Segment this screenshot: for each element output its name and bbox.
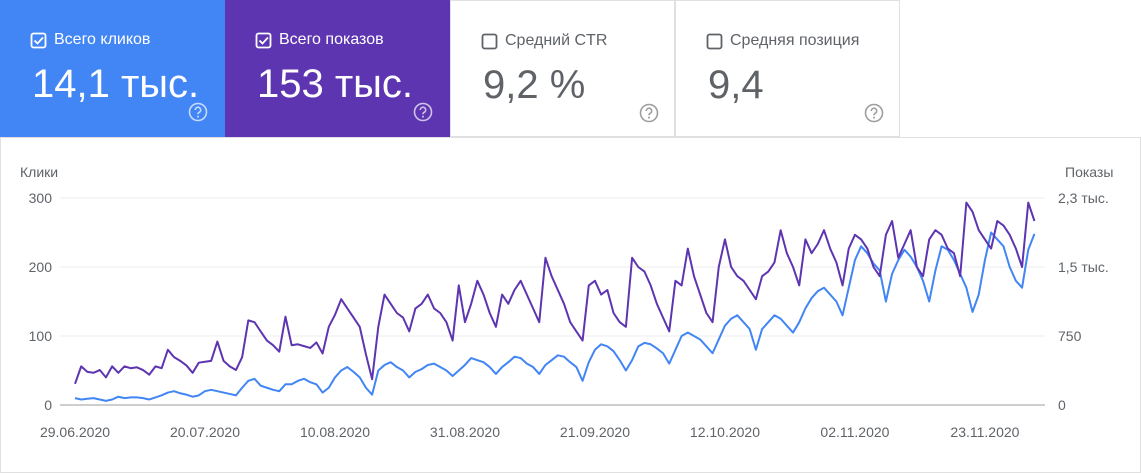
checkbox[interactable]: [30, 32, 48, 50]
card-label: Средний CTR: [505, 32, 608, 49]
y-axis-title: Клики: [20, 164, 58, 180]
series-line: [74, 231, 1036, 402]
series-line: [74, 201, 1036, 385]
metric-card[interactable]: Средний CTR 9,2 %: [450, 0, 675, 137]
help-icon[interactable]: [864, 103, 884, 123]
y2-tick-label: 0: [1058, 397, 1066, 413]
x-tick-label: 20.07.2020: [170, 424, 240, 440]
card-value: 14,1 тыс.: [32, 62, 200, 106]
y-tick-label: 100: [29, 328, 53, 344]
x-tick-label: 12.10.2020: [690, 424, 760, 440]
metric-card[interactable]: Всего кликов 14,1 тыс.: [0, 0, 225, 137]
y2-axis-title: Показы: [1065, 164, 1113, 180]
x-tick-label: 23.11.2020: [950, 424, 1019, 440]
y2-tick-label: 2,3 тыс.: [1058, 190, 1109, 206]
help-icon[interactable]: [413, 102, 433, 122]
checkbox[interactable]: [255, 32, 273, 50]
x-tick-label: 21.09.2020: [560, 424, 630, 440]
checkbox[interactable]: [706, 33, 724, 51]
card-label: Всего кликов: [54, 31, 151, 48]
card-value: 153 тыс.: [257, 62, 414, 106]
metric-card[interactable]: Средняя позиция 9,4: [675, 0, 900, 137]
help-icon[interactable]: [639, 103, 659, 123]
x-tick-label: 02.11.2020: [820, 424, 889, 440]
y-tick-label: 200: [29, 259, 53, 275]
help-icon[interactable]: [188, 102, 208, 122]
metric-card[interactable]: Всего показов 153 тыс.: [225, 0, 450, 137]
metric-cards: Всего кликов 14,1 тыс. Всего показов 153 ты…: [0, 0, 900, 137]
checkbox[interactable]: [481, 33, 499, 51]
chart-border: [0, 137, 1141, 473]
x-tick-label: 29.06.2020: [40, 424, 110, 440]
card-value: 9,4: [708, 63, 764, 107]
card-label: Всего показов: [279, 31, 384, 48]
chart: Клики Показы 0 100 200 300 0 750 1,5 тыс. 2,3 т…: [0, 137, 1141, 473]
card-value: 9,2 %: [483, 63, 586, 107]
y2-tick-label: 750: [1058, 328, 1082, 344]
x-tick-label: 10.08.2020: [300, 424, 370, 440]
y2-tick-label: 1,5 тыс.: [1058, 259, 1109, 275]
x-tick-label: 31.08.2020: [430, 424, 500, 440]
y-tick-label: 300: [29, 190, 53, 206]
card-label: Средняя позиция: [730, 32, 860, 49]
y-tick-label: 0: [44, 397, 52, 413]
